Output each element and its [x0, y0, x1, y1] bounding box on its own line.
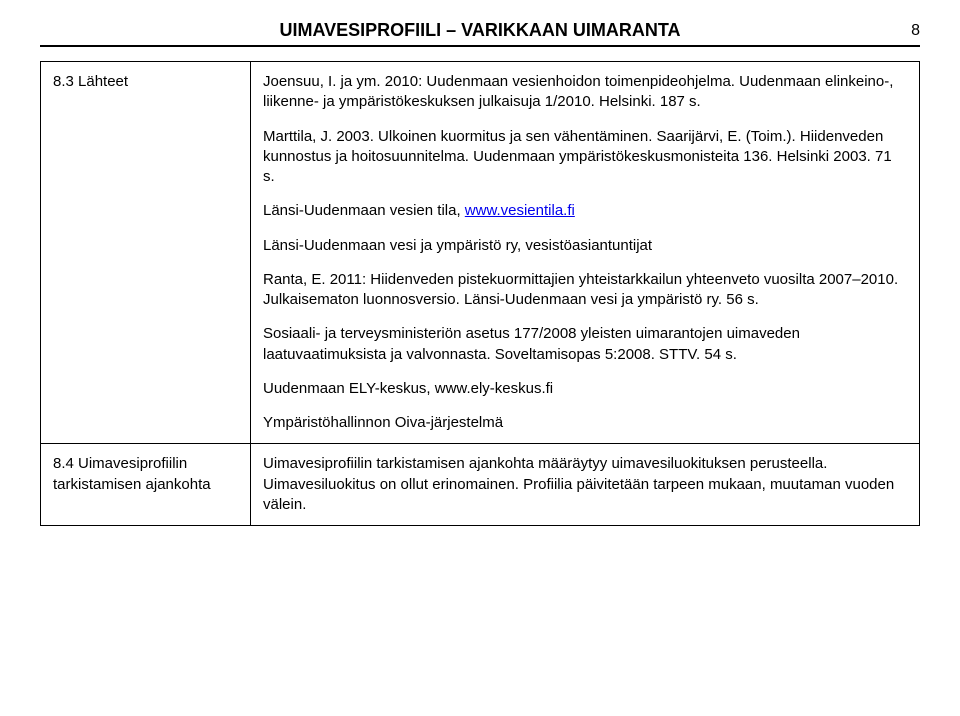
table-row: 8.3 Lähteet Joensuu, I. ja ym. 2010: Uud… [41, 62, 920, 444]
document-title: UIMAVESIPROFIILI – VARIKKAAN UIMARANTA [40, 20, 920, 41]
cell-section-label: 8.4 Uimavesiprofiilin tarkistamisen ajan… [41, 444, 251, 526]
reference-paragraph: Länsi-Uudenmaan vesien tila, www.vesient… [263, 201, 907, 221]
cell-section-label: 8.3 Lähteet [41, 62, 251, 444]
cell-section-body: Uimavesiprofiilin tarkistamisen ajankoht… [251, 444, 920, 526]
reference-paragraph: Ympäristöhallinnon Oiva-järjestelmä [263, 413, 907, 433]
reference-paragraph: Joensuu, I. ja ym. 2010: Uudenmaan vesie… [263, 72, 907, 113]
reference-paragraph: Sosiaali- ja terveysministeriön asetus 1… [263, 324, 907, 365]
reference-paragraph: Länsi-Uudenmaan vesi ja ympäristö ry, ve… [263, 236, 907, 256]
table-row: 8.4 Uimavesiprofiilin tarkistamisen ajan… [41, 444, 920, 526]
cell-section-body: Joensuu, I. ja ym. 2010: Uudenmaan vesie… [251, 62, 920, 444]
reference-link[interactable]: www.vesientila.fi [465, 202, 575, 219]
reference-paragraph: Marttila, J. 2003. Ulkoinen kuormitus ja… [263, 127, 907, 188]
reference-paragraph: Ranta, E. 2011: Hiidenveden pistekuormit… [263, 270, 907, 311]
section-label: 8.3 Lähteet [53, 72, 238, 92]
reference-text: Länsi-Uudenmaan vesien tila, [263, 202, 465, 219]
body-paragraph: Uimavesiprofiilin tarkistamisen ajankoht… [263, 454, 907, 515]
section-label: 8.4 Uimavesiprofiilin tarkistamisen ajan… [53, 454, 238, 495]
header-row: UIMAVESIPROFIILI – VARIKKAAN UIMARANTA 8 [40, 20, 920, 41]
reference-paragraph: Uudenmaan ELY-keskus, www.ely-keskus.fi [263, 379, 907, 399]
content-table: 8.3 Lähteet Joensuu, I. ja ym. 2010: Uud… [40, 61, 920, 526]
document-page: UIMAVESIPROFIILI – VARIKKAAN UIMARANTA 8… [0, 0, 960, 716]
page-number: 8 [911, 22, 920, 40]
header-rule [40, 45, 920, 47]
